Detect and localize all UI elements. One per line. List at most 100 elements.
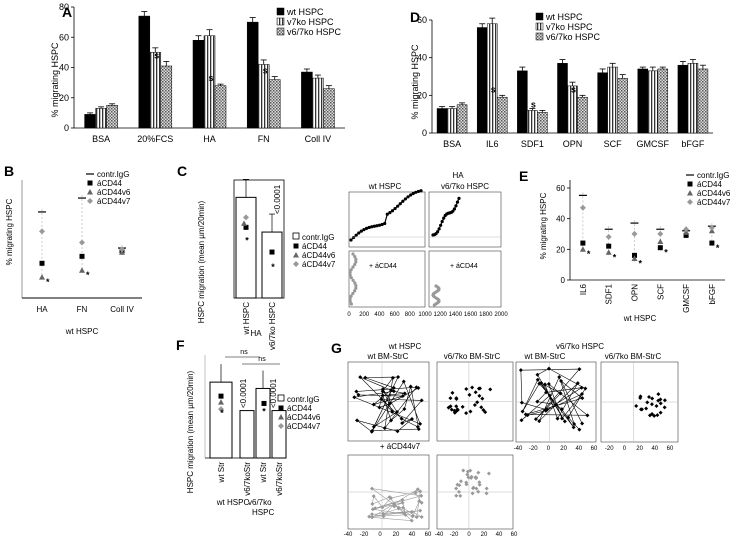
ha-track-wt-cd44-pt: [349, 276, 353, 280]
g-track-wt2-pt: [519, 418, 524, 423]
g-track-wt-pt: [395, 429, 400, 434]
ha-xtick-label: 1200: [434, 312, 448, 318]
point-B-FN-3: [79, 239, 85, 246]
bar-A-20%FCS-0: [138, 15, 151, 129]
point-E-SDF1-1: [606, 243, 612, 249]
g-track-ko-v7-pt: [484, 491, 489, 496]
ha-track-wt-pt: [364, 226, 369, 230]
bar-D-SDF1-1: [527, 110, 538, 134]
ha-xtick-label: 200: [359, 312, 370, 318]
ha-track-wt-pt: [351, 235, 356, 240]
ha-xtick-label: 400: [374, 312, 385, 318]
bar-A-Coll IV-1: [312, 77, 324, 129]
bar-D-GMCSF-2: [657, 68, 669, 134]
g-track-ko-pt: [449, 407, 454, 412]
g-track-wt-v7-pt: [409, 509, 414, 514]
ha-track-wt-pt: [377, 223, 382, 227]
legend-label: áCD44: [287, 404, 312, 413]
sig-marker: s: [531, 99, 536, 109]
bar-A-HA-2: [214, 85, 227, 129]
bar-D-SDF1-2: [537, 112, 548, 134]
bar-D-IL6-2: [496, 96, 508, 134]
ha-track-ko-pt: [452, 207, 457, 211]
g-track-wt-pt: [370, 428, 375, 433]
bar-A-Coll IV-2: [323, 88, 335, 129]
g-xtick-label: -40: [344, 532, 353, 536]
ha-track-wt-pt: [398, 202, 402, 206]
g-track-ko-pt: [475, 400, 480, 405]
g-track-wt-v7-pt: [418, 508, 423, 513]
g-track-ko-pt: [448, 396, 453, 401]
g-track-wt2-pt: [580, 391, 585, 396]
g-track-wt-v7-pt: [367, 514, 372, 519]
g-track-wt-pt: [399, 416, 404, 421]
legend-label: wt HSPC: [545, 12, 583, 22]
bar-A-BSA-1: [95, 108, 107, 129]
panel-label-c: C: [177, 163, 187, 179]
bar-A-BSA-2: [106, 105, 118, 129]
legend-marker: [278, 405, 284, 411]
g-track-wt-pt: [415, 424, 420, 429]
legend-marker: [687, 181, 693, 187]
panel-c-chart: HSPC migration (mean µm/20min) * * <0.000…: [197, 179, 336, 350]
panel-b-group-label: wt HSPC: [65, 327, 99, 336]
category-label: wt Str: [217, 462, 226, 484]
ns-label-2: ns: [258, 356, 266, 363]
g-track-wt-pt: [418, 421, 423, 426]
g-xtick-label-right: 20: [636, 446, 643, 452]
g-track-ko-v7-pt: [476, 489, 481, 494]
category-label: SCF: [604, 139, 623, 149]
category-label: v6/7ko HSPC: [268, 302, 277, 350]
g-track-wt-pt: [379, 397, 384, 402]
legend-marker: [687, 199, 693, 205]
y-tick-label-A: 60: [59, 32, 69, 42]
g-track-wt-v7-pt: [392, 501, 397, 506]
g-track-wt2-pt: [554, 402, 559, 407]
ha-col-ko: v6/7ko HSPC: [441, 182, 489, 191]
g-xtick-label: 60: [425, 532, 432, 536]
g-track-wt-pt: [355, 418, 360, 423]
y-tick-label-D: 0: [422, 128, 427, 138]
g-track-ko2-pt: [645, 400, 650, 405]
g-track-ko-v7-pt: [471, 485, 476, 490]
c-point: [269, 249, 275, 255]
g-track-wt-pt: [371, 402, 376, 407]
g-track-ko-pt: [454, 396, 459, 401]
f-point: [261, 400, 267, 406]
g-track-wt-pt: [419, 398, 424, 403]
g-track-wt-pt: [352, 395, 357, 400]
ha-track-wt-pt: [393, 206, 397, 211]
legend-swatch: [535, 12, 544, 21]
g-track-ko2-pt: [655, 413, 660, 418]
ha-track-wt-pt: [396, 204, 400, 208]
g-track-ko-v7-pt: [454, 493, 459, 498]
point-B-HA-1: [39, 260, 45, 266]
ha-track-wt-cd44-pt: [348, 270, 352, 275]
ha-xtick-label: 1000: [418, 312, 432, 318]
bar-D-BSA-2: [456, 104, 468, 134]
legend-marker: [87, 180, 93, 186]
panel-a-chart: % migrating HSPC 0 20 40 60 80 s s s BSA 20%FCS…: [50, 2, 345, 144]
panel-d-chart: % migrating HSPC 0 20 40 60 s s s BSA IL6 SDF1 O…: [410, 12, 713, 149]
g-track-wt2-pt: [577, 427, 582, 432]
group-line-2: HSPC: [252, 508, 274, 517]
g-track-ko2-pt: [639, 407, 644, 412]
g-track-ko-v7-pt: [454, 486, 459, 491]
point-B-Coll IV-3: [119, 246, 125, 253]
g-track-ko-v7-pt: [458, 479, 463, 484]
g-track-ko-pt: [460, 404, 465, 409]
c-point: [243, 214, 249, 221]
g-group-ko: v6/7ko HSPC: [556, 342, 604, 351]
ha-track-wt-cd44-pt: [349, 302, 353, 306]
bar-A-20%FCS-1: [149, 52, 162, 129]
c-bar-0: [235, 196, 257, 299]
category-label: BSA: [92, 134, 110, 144]
ha-box-wt: [348, 191, 426, 248]
bar-D-IL6-0: [476, 27, 488, 134]
ha-track-ko-pt: [454, 204, 458, 208]
legend-marker: [292, 232, 300, 240]
g-track-ko2-pt: [658, 410, 663, 415]
panel-e-chart: % migrating HSPC 0 20 40 60 * * * * * IL6 SDF1 OP…: [539, 171, 731, 323]
legend-label: áCD44: [97, 179, 122, 188]
sig-marker: s: [571, 84, 576, 94]
